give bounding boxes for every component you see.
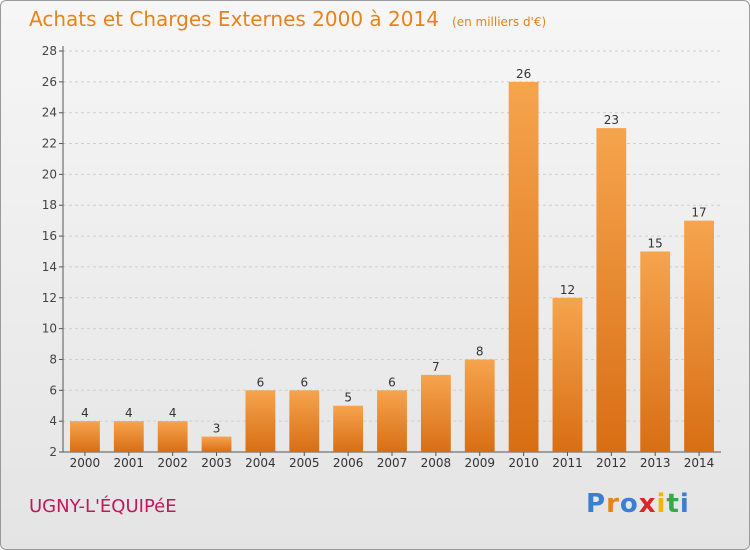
data-label: 12 bbox=[560, 283, 575, 297]
x-tick-label: 2012 bbox=[596, 456, 627, 470]
data-label: 4 bbox=[125, 406, 133, 420]
y-tick-label: 6 bbox=[49, 383, 57, 397]
bar bbox=[596, 128, 627, 452]
x-tick-label: 2014 bbox=[684, 456, 715, 470]
x-tick-label: 2013 bbox=[640, 456, 671, 470]
logo-letter: t bbox=[666, 489, 680, 519]
x-tick-label: 2004 bbox=[245, 456, 276, 470]
y-tick-label: 12 bbox=[42, 291, 57, 305]
data-label: 23 bbox=[604, 113, 619, 127]
data-label: 6 bbox=[300, 375, 308, 389]
y-tick-label: 8 bbox=[49, 352, 57, 366]
data-label: 3 bbox=[213, 422, 221, 436]
x-tick-label: 2010 bbox=[508, 456, 539, 470]
y-tick-label: 20 bbox=[42, 167, 57, 181]
proxiti-logo[interactable]: Proxiti bbox=[586, 489, 690, 519]
x-tick-label: 2003 bbox=[201, 456, 232, 470]
data-label: 6 bbox=[388, 375, 396, 389]
commune-name: UGNY-L'ÉQUIPéE bbox=[29, 496, 177, 517]
x-tick-label: 2001 bbox=[114, 456, 145, 470]
bar bbox=[508, 81, 539, 452]
y-tick-label: 22 bbox=[42, 137, 57, 151]
chart-title: Achats et Charges Externes 2000 à 2014 bbox=[29, 7, 439, 31]
bar bbox=[684, 220, 714, 452]
x-tick-label: 2000 bbox=[70, 456, 101, 470]
data-label: 8 bbox=[476, 344, 484, 358]
title-row: Achats et Charges Externes 2000 à 2014 (… bbox=[29, 7, 546, 31]
bar bbox=[157, 421, 188, 452]
x-tick-label: 2005 bbox=[289, 456, 320, 470]
logo-letter: i bbox=[656, 489, 667, 519]
data-label: 7 bbox=[432, 360, 440, 374]
labels: 2468101214161820222426284200042001420023… bbox=[42, 44, 715, 470]
logo-letter: x bbox=[638, 489, 657, 519]
x-tick-label: 2002 bbox=[157, 456, 188, 470]
y-tick-label: 26 bbox=[42, 75, 57, 89]
y-tick-label: 14 bbox=[42, 260, 57, 274]
bar bbox=[113, 421, 144, 452]
bar bbox=[420, 374, 451, 452]
logo-letter: r bbox=[606, 489, 620, 519]
bar bbox=[245, 390, 276, 452]
data-label: 4 bbox=[169, 406, 177, 420]
x-tick-label: 2009 bbox=[464, 456, 495, 470]
x-tick-label: 2007 bbox=[377, 456, 408, 470]
bar bbox=[333, 405, 364, 452]
bar bbox=[640, 251, 671, 452]
logo-letter: o bbox=[619, 489, 639, 519]
y-tick-label: 18 bbox=[42, 198, 57, 212]
logo-letter: P bbox=[586, 489, 607, 519]
y-tick-label: 28 bbox=[42, 44, 57, 58]
y-tick-label: 10 bbox=[42, 322, 57, 336]
y-tick-label: 16 bbox=[42, 229, 57, 243]
data-label: 26 bbox=[516, 67, 531, 81]
data-label: 4 bbox=[81, 406, 89, 420]
bar bbox=[552, 297, 583, 452]
y-tick-label: 4 bbox=[49, 414, 57, 428]
x-tick-label: 2006 bbox=[333, 456, 364, 470]
bar bbox=[464, 359, 495, 452]
y-tick-label: 24 bbox=[42, 106, 57, 120]
x-tick-label: 2008 bbox=[421, 456, 452, 470]
data-label: 15 bbox=[648, 237, 663, 251]
chart-subtitle: (en milliers d'€) bbox=[452, 15, 547, 29]
bar bbox=[201, 436, 232, 452]
data-label: 5 bbox=[344, 391, 352, 405]
bars bbox=[70, 81, 714, 452]
logo-letter: i bbox=[679, 489, 690, 519]
bar bbox=[377, 390, 407, 452]
data-label: 17 bbox=[691, 206, 706, 220]
x-tick-label: 2011 bbox=[552, 456, 583, 470]
bar bbox=[70, 421, 100, 452]
bar bbox=[289, 390, 320, 452]
y-tick-label: 2 bbox=[49, 445, 57, 459]
data-label: 6 bbox=[257, 375, 265, 389]
